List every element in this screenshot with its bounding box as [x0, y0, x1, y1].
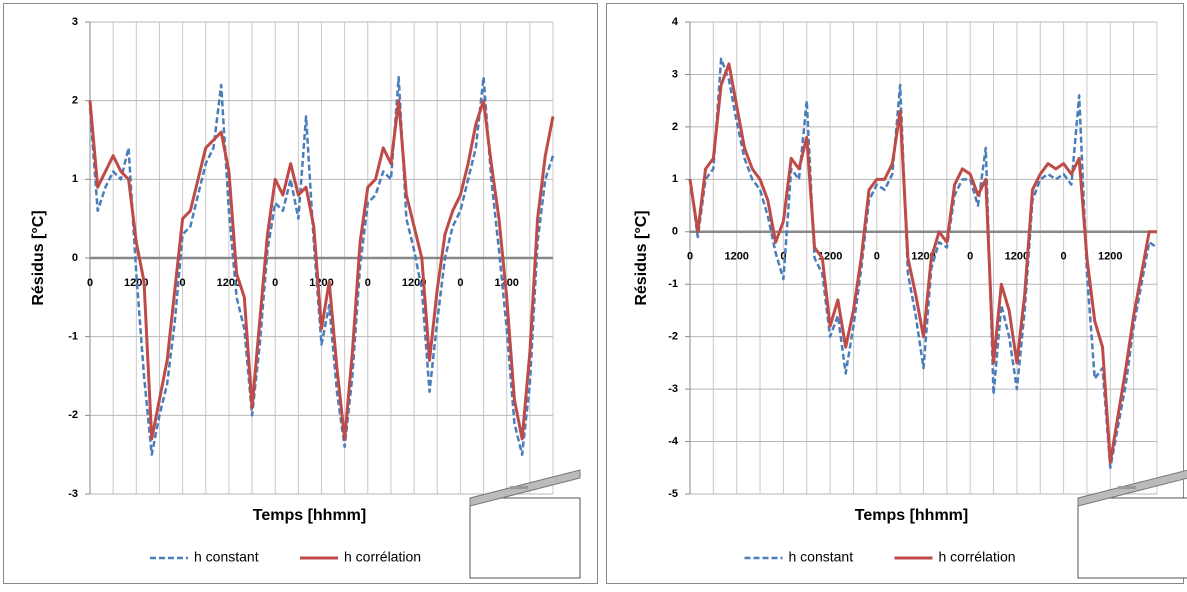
x-tick-label: 0 [180, 277, 186, 289]
y-axis-title: Résidus [°C] [633, 210, 650, 305]
decoration [1077, 497, 1187, 579]
x-tick-label: 0 [365, 277, 371, 289]
x-tick-label: 0 [874, 251, 880, 263]
x-axis-title: Temps [hhmm] [855, 507, 968, 524]
data-line [88, 99, 555, 441]
decoration [469, 497, 581, 579]
decoration [1118, 486, 1136, 489]
legend-label: h constant [194, 549, 259, 565]
x-tick-label: 0 [967, 251, 973, 263]
data-line [688, 57, 1158, 470]
y-tick-label: 2 [672, 121, 678, 133]
y-tick-label: -3 [68, 488, 78, 500]
y-tick-label: -2 [68, 409, 78, 421]
y-tick-label: -4 [668, 435, 679, 447]
y-tick-label: 3 [672, 68, 678, 80]
x-tick-label: 0 [780, 251, 786, 263]
y-tick-label: 0 [72, 252, 78, 264]
decoration [510, 486, 528, 489]
legend-label: h constant [789, 549, 854, 565]
x-tick-label: 1200 [1005, 251, 1029, 263]
x-tick-label: 0 [687, 251, 693, 263]
x-tick-label: 0 [1061, 251, 1067, 263]
x-tick-label: 0 [457, 277, 463, 289]
data-line [88, 75, 555, 456]
y-tick-label: -5 [668, 488, 678, 500]
x-axis-title: Temps [hhmm] [253, 507, 366, 524]
y-tick-label: 1 [672, 173, 678, 185]
y-tick-label: 2 [72, 95, 78, 107]
y-tick-label: 3 [72, 16, 78, 28]
x-tick-label: 0 [272, 277, 278, 289]
y-tick-label: -1 [668, 278, 678, 290]
x-tick-label: 0 [87, 277, 93, 289]
y-tick-label: -3 [668, 383, 678, 395]
legend-label: h corrélation [939, 549, 1016, 565]
y-axis-title: Résidus [°C] [30, 210, 47, 305]
y-tick-label: 1 [72, 173, 78, 185]
legend-label: h corrélation [344, 549, 421, 565]
x-tick-label: 1200 [1098, 251, 1122, 263]
x-tick-label: 1200 [724, 251, 748, 263]
y-tick-label: 0 [672, 226, 678, 238]
y-tick-label: -1 [68, 331, 78, 343]
y-tick-label: -2 [668, 331, 678, 343]
data-line [688, 62, 1157, 465]
y-tick-label: 4 [672, 16, 679, 28]
